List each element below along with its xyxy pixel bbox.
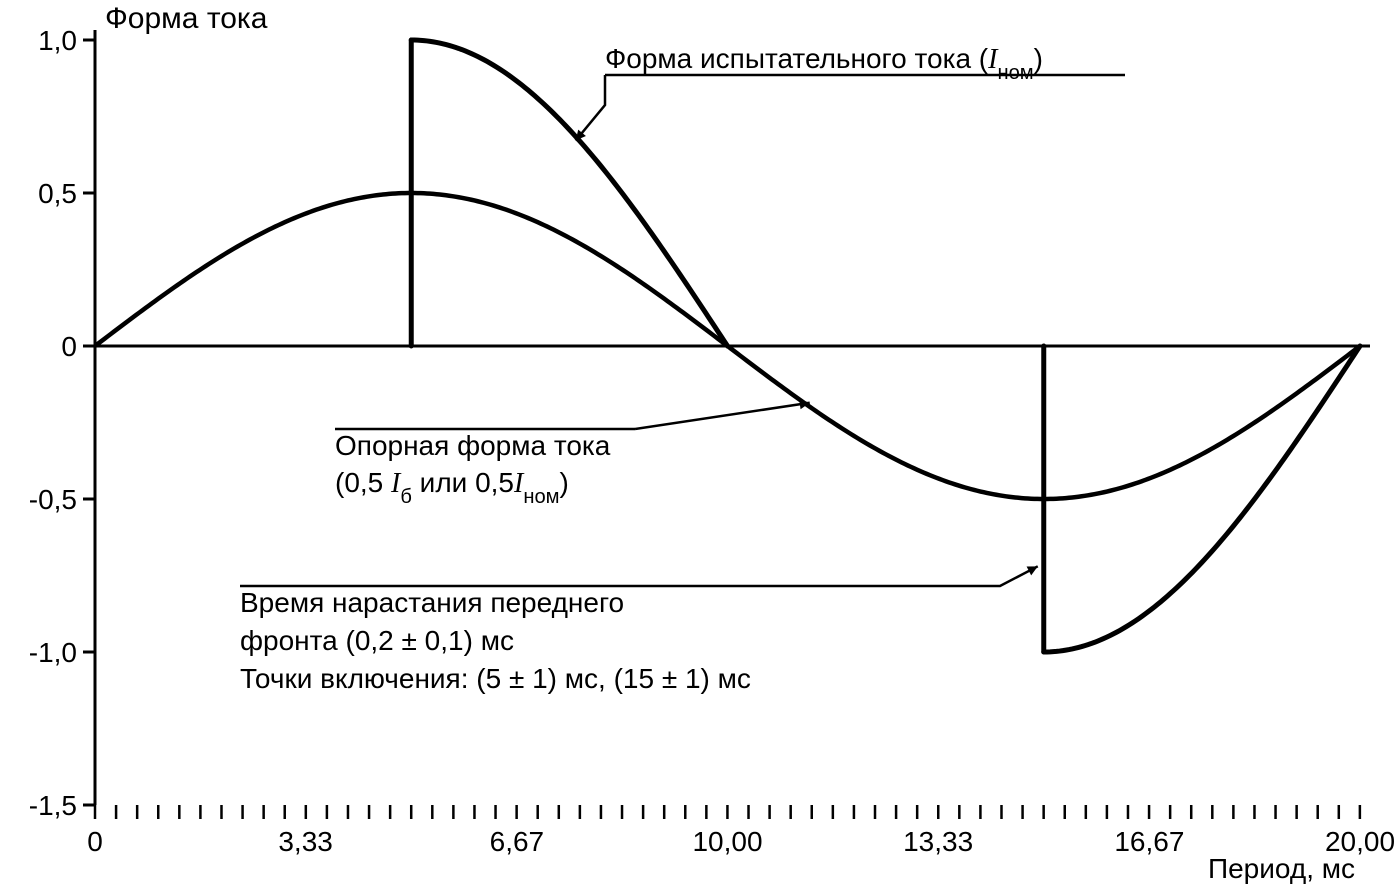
test-curve-neg bbox=[1044, 346, 1360, 652]
svg-text:0: 0 bbox=[87, 826, 103, 857]
annot-ref-line1: Опорная форма тока bbox=[335, 430, 611, 461]
svg-text:Форма тока: Форма тока bbox=[105, 2, 268, 35]
svg-text:0: 0 bbox=[61, 331, 77, 362]
svg-text:-1,0: -1,0 bbox=[29, 637, 77, 668]
svg-text:6,67: 6,67 bbox=[490, 826, 545, 857]
test-curve-pos bbox=[411, 40, 727, 346]
svg-text:Период, мс: Период, мс bbox=[1208, 853, 1355, 884]
svg-text:0,5: 0,5 bbox=[38, 178, 77, 209]
svg-text:-1,5: -1,5 bbox=[29, 790, 77, 821]
chart-svg: -1,5 -1,0 -0,5 0 0,5 1,0 0 3,33 6,67 10,00 13,33 16… bbox=[0, 0, 1394, 885]
svg-text:1,0: 1,0 bbox=[38, 25, 77, 56]
annot-ref-line2: (0,5 Iб или 0,5Iном) bbox=[335, 467, 569, 508]
svg-text:16,67: 16,67 bbox=[1114, 826, 1184, 857]
annot-rise-2: фронта (0,2 ± 0,1) мс bbox=[240, 625, 514, 656]
svg-text:10,00: 10,00 bbox=[692, 826, 762, 857]
annot-rise-1: Время нарастания переднего bbox=[240, 587, 624, 618]
svg-text:-0,5: -0,5 bbox=[29, 484, 77, 515]
svg-text:3,33: 3,33 bbox=[278, 826, 333, 857]
chart-container: -1,5 -1,0 -0,5 0 0,5 1,0 0 3,33 6,67 10,00 13,33 16… bbox=[0, 0, 1394, 885]
annot-test-label: Форма испытательного тока (Iном) bbox=[605, 43, 1043, 84]
svg-text:13,33: 13,33 bbox=[903, 826, 973, 857]
annot-rise-3: Точки включения: (5 ± 1) мс, (15 ± 1) мс bbox=[240, 663, 751, 694]
